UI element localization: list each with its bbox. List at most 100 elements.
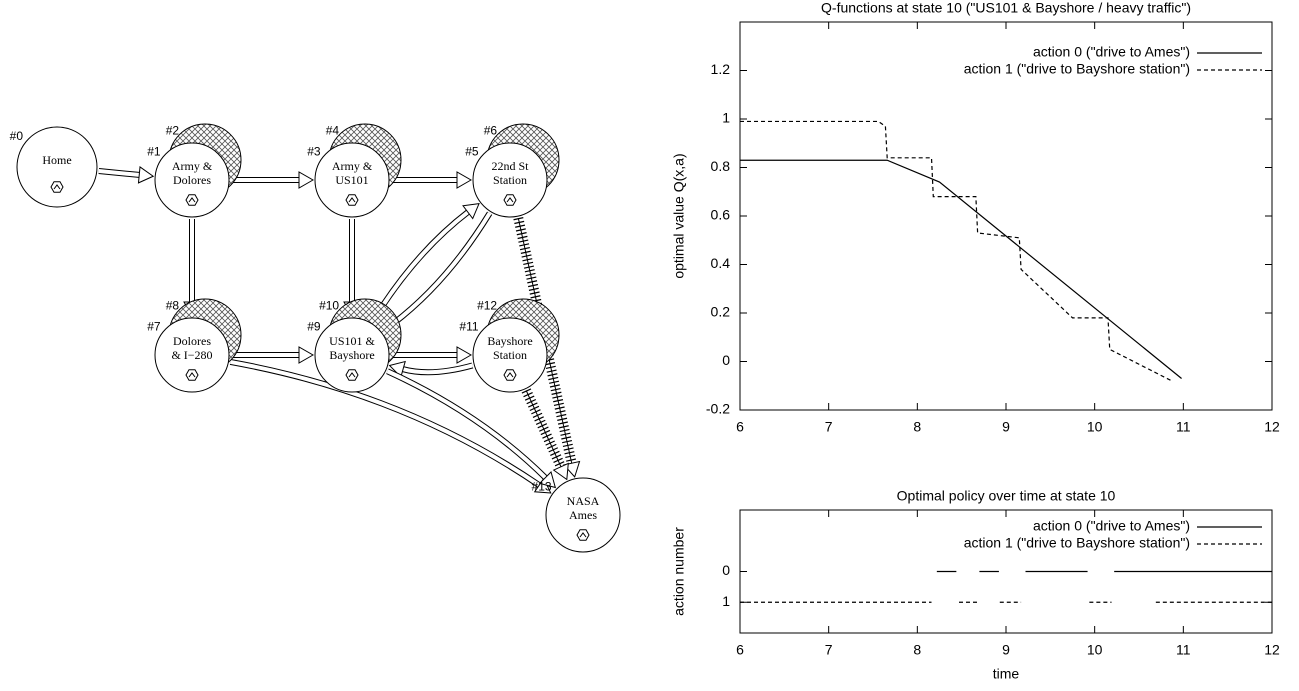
node-circle [545, 477, 621, 553]
node-label: Bayshore [487, 334, 532, 348]
y-tick-label: 0.4 [711, 255, 731, 271]
edge-inner [230, 359, 542, 488]
arrow-head [456, 171, 473, 189]
node-label: & I−280 [171, 348, 212, 362]
node-circle [16, 126, 98, 208]
y-tick-label: 1 [722, 110, 730, 126]
node-icon-mark [53, 184, 61, 190]
legend-label: action 0 ("drive to Ames") [1033, 518, 1190, 534]
node-id: #9 [307, 319, 321, 333]
chart: Optimal policy over time at state 10 6 7 8 9… [671, 488, 1280, 682]
shadow-id: #4 [326, 123, 340, 137]
shadow-id: #12 [477, 298, 497, 312]
node-icon [185, 369, 199, 381]
y-tick-label: 0 [722, 562, 730, 578]
y-tick-label: 0 [722, 352, 730, 368]
node-label: Army & [332, 159, 373, 173]
x-tick-label: 6 [736, 642, 744, 658]
node-icon-mark [579, 532, 587, 538]
node-icon-mark [506, 197, 514, 203]
node-id: #3 [307, 144, 321, 158]
node-circle [154, 142, 230, 218]
y-tick-label: 1 [722, 593, 730, 609]
legend-label: action 1 ("drive to Bayshore station") [964, 61, 1190, 77]
shadow-id: #10 [319, 298, 339, 312]
node-label: 22nd St [491, 159, 529, 173]
node: #4 #3 Army &US101 [307, 123, 402, 218]
node: #0 Home [10, 126, 98, 208]
node-icon [185, 194, 199, 206]
edge-inner [386, 369, 548, 480]
node-icon [576, 529, 590, 541]
edges [98, 166, 581, 494]
node-circle [472, 142, 548, 218]
node-icon [345, 194, 359, 206]
node-label: US101 [335, 173, 368, 187]
node-label: Station [493, 173, 527, 187]
x-tick-label: 6 [736, 419, 744, 435]
edge [231, 171, 315, 189]
edge [386, 368, 557, 489]
charts: Q-functions at state 10 ("US101 & Baysho… [671, 0, 1280, 682]
node-icon [345, 369, 359, 381]
node: #8 #7 Dolores& I−280 [147, 298, 242, 393]
plot-frame [739, 21, 1273, 411]
node: #10 #9 US101 &Bayshore [307, 298, 402, 393]
shadow-id: #2 [166, 123, 180, 137]
y-tick-label: 0.2 [711, 304, 731, 320]
node-label: Dolores [173, 173, 211, 187]
y-axis-label: optimal value Q(x,a) [671, 153, 687, 278]
arrow-head [456, 346, 473, 364]
arrow-head [137, 166, 155, 184]
series-line [740, 120, 1173, 382]
x-tick-label: 7 [825, 642, 833, 658]
edge [231, 346, 315, 364]
edge [391, 171, 473, 189]
node-id: #11 [459, 319, 478, 333]
node-label: Army & [172, 159, 213, 173]
node-id: #13 [532, 479, 552, 493]
node-label: Station [493, 348, 527, 362]
y-axis-label: action number [671, 527, 687, 616]
x-tick-label: 11 [1176, 419, 1191, 435]
rail-line [525, 390, 562, 468]
edge [382, 211, 493, 332]
x-tick-label: 11 [1176, 642, 1191, 658]
shadow-id: #6 [484, 123, 498, 137]
x-tick-label: 12 [1264, 642, 1280, 658]
node-label: Ames [569, 508, 597, 522]
node-label: Home [42, 153, 71, 167]
node-icon-mark [348, 372, 356, 378]
node-circle [314, 142, 390, 218]
node-circle [472, 317, 548, 393]
edge [521, 388, 569, 481]
edge [98, 166, 155, 184]
y-tick-label: 0.8 [711, 158, 731, 174]
series-line [740, 159, 1182, 379]
edge-inner [401, 363, 473, 375]
edge [391, 346, 473, 364]
arrow-head [298, 171, 315, 189]
x-axis-label: time [993, 666, 1020, 682]
node-label: Dolores [173, 334, 211, 348]
node-icon-mark [188, 197, 196, 203]
edge [229, 358, 552, 494]
x-tick-label: 8 [913, 419, 921, 435]
node-icon [503, 369, 517, 381]
x-tick-label: 9 [1002, 419, 1010, 435]
arrow-head [552, 462, 569, 481]
node-id: #5 [465, 144, 479, 158]
x-tick-label: 10 [1087, 419, 1103, 435]
node-label: NASA [567, 494, 600, 508]
x-tick-label: 12 [1264, 419, 1280, 435]
arrow-head [388, 360, 406, 378]
node-icon-mark [188, 372, 196, 378]
x-tick-label: 9 [1002, 642, 1010, 658]
node-icon-mark [506, 372, 514, 378]
